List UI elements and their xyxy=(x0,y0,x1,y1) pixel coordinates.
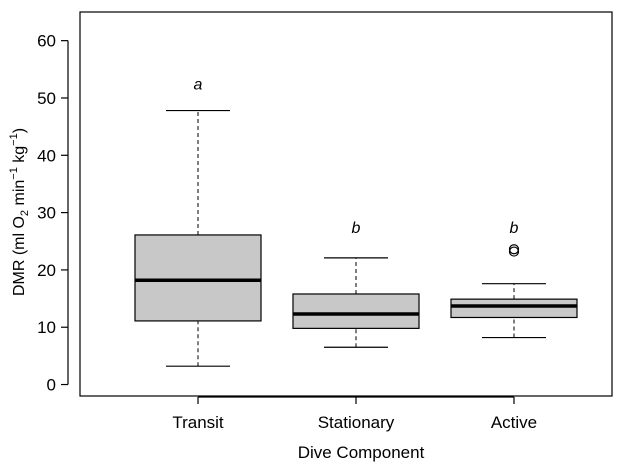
plot-area: a b b xyxy=(134,77,578,367)
y-axis-title-unit-kg: kg xyxy=(11,146,28,167)
y-tick-label: 40 xyxy=(37,146,56,165)
y-axis: 0 10 20 30 40 50 60 xyxy=(37,32,69,395)
y-tick-label: 10 xyxy=(37,318,56,337)
interquartile-box xyxy=(292,293,420,329)
y-axis-title-unit-min: min xyxy=(11,180,28,210)
significance-letter: b xyxy=(510,220,519,237)
significance-letter: b xyxy=(352,220,361,237)
x-tick-label: Active xyxy=(491,413,537,432)
box-group: b xyxy=(292,220,420,348)
y-axis-title: DMR (ml O2 min−1 kg−1) xyxy=(8,128,31,296)
outlier-point xyxy=(508,244,520,255)
box-group: b xyxy=(450,220,578,339)
y-axis-title-superscript-2: −1 xyxy=(8,133,20,146)
interquartile-box xyxy=(134,234,262,322)
y-tick-label: 30 xyxy=(37,204,56,223)
y-axis-title-suffix: ) xyxy=(11,128,28,133)
x-axis: Transit Stationary Active xyxy=(172,396,537,432)
y-tick-label: 20 xyxy=(37,261,56,280)
significance-letter: a xyxy=(194,77,203,94)
plot-frame xyxy=(79,11,613,397)
y-axis-title-superscript-1: −1 xyxy=(8,167,20,180)
y-axis-title-subscript: 2 xyxy=(19,210,31,216)
x-tick-label: Transit xyxy=(172,413,224,432)
y-tick-label: 0 xyxy=(47,376,56,395)
y-tick-label: 50 xyxy=(37,89,56,108)
box-group: a xyxy=(134,77,262,367)
interquartile-box xyxy=(450,298,578,319)
y-axis-title-prefix: DMR (ml O xyxy=(11,216,28,296)
x-axis-title: Dive Component xyxy=(298,443,425,462)
x-tick-label: Stationary xyxy=(318,413,395,432)
y-tick-label: 60 xyxy=(37,32,56,51)
